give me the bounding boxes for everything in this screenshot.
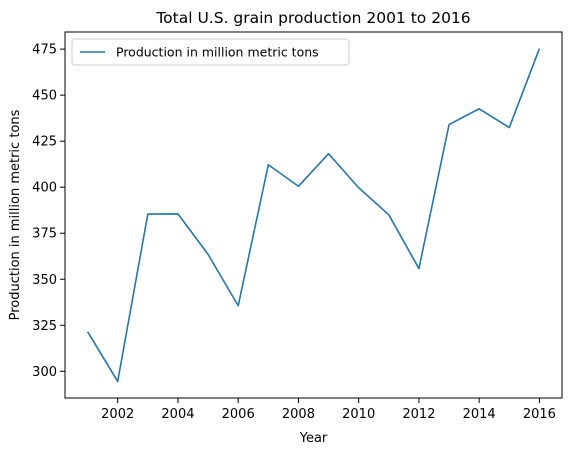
plot-frame [64,31,563,399]
series-line-production [86,48,541,383]
y-axis-title: Production in million metric tons [8,109,23,320]
y-tick-label: 400 [32,181,57,196]
x-tick-label: 2014 [463,407,496,422]
x-tick-label: 2004 [161,407,194,422]
y-tick-label: 475 [32,43,57,58]
plot-area [64,31,563,399]
x-axis: 2002 2004 2006 2008 2010 2012 2014 2016 [101,398,556,422]
x-axis-title: Year [299,431,328,446]
x-tick-label: 2012 [402,407,435,422]
x-tick-label: 2006 [222,407,255,422]
legend-label: Production in million metric tons [116,45,319,60]
y-tick-label: 450 [32,89,57,104]
y-tick-label: 425 [32,135,57,150]
x-tick-label: 2002 [101,407,134,422]
y-tick-label: 325 [32,319,57,334]
y-tick-label: 375 [32,227,57,242]
y-axis: 300 325 350 375 400 425 450 475 [32,43,65,380]
legend-box [71,38,350,66]
x-tick-label: 2010 [342,407,375,422]
x-tick-label: 2016 [523,407,556,422]
y-tick-label: 350 [32,273,57,288]
legend: Production in million metric tons [71,38,350,66]
y-tick-label: 300 [32,365,57,380]
x-tick-label: 2008 [282,407,315,422]
chart-title: Total U.S. grain production 2001 to 2016 [155,9,470,27]
